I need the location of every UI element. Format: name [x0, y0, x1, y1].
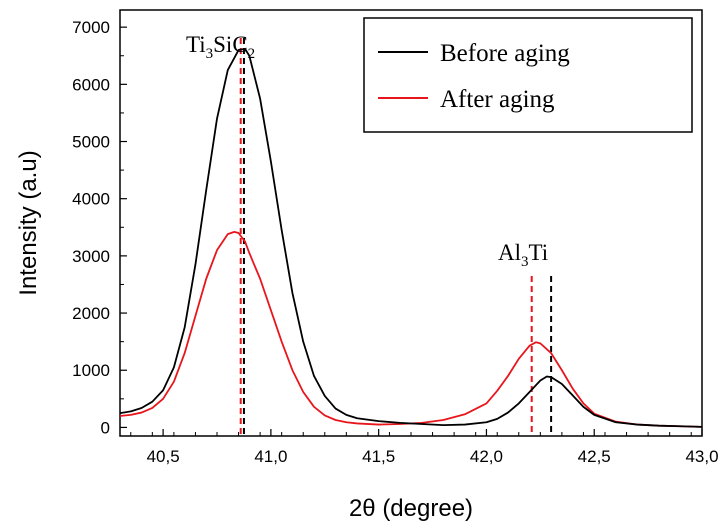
- y-tick-label: 2000: [72, 304, 110, 323]
- y-tick-label: 0: [101, 418, 110, 437]
- legend-label-after: After aging: [440, 86, 555, 113]
- x-tick-label: 41,5: [362, 447, 395, 466]
- y-axis-label: Intensity (a.u): [15, 150, 42, 295]
- x-tick-label: 42,0: [470, 447, 503, 466]
- x-tick-label: 40,5: [147, 447, 180, 466]
- y-tick-label: 5000: [72, 133, 110, 152]
- x-axis-label: 2θ (degree): [349, 495, 473, 522]
- x-tick-label: 43,0: [685, 447, 718, 466]
- series-line-after-aging: [120, 232, 702, 427]
- legend: Before aging After aging: [364, 18, 692, 132]
- y-tick-label: 1000: [72, 361, 110, 380]
- x-tick-label: 41,0: [254, 447, 287, 466]
- x-tick-label: 42,5: [578, 447, 611, 466]
- y-tick-label: 6000: [72, 75, 110, 94]
- annotation-ti3sic2: Ti3SiC2: [186, 32, 255, 62]
- legend-box: [364, 18, 692, 132]
- y-tick-label: 3000: [72, 247, 110, 266]
- annotation-al3ti: Al3Ti: [498, 240, 548, 270]
- legend-label-before: Before aging: [440, 40, 570, 67]
- y-tick-label: 4000: [72, 190, 110, 209]
- y-tick-label: 7000: [72, 18, 110, 37]
